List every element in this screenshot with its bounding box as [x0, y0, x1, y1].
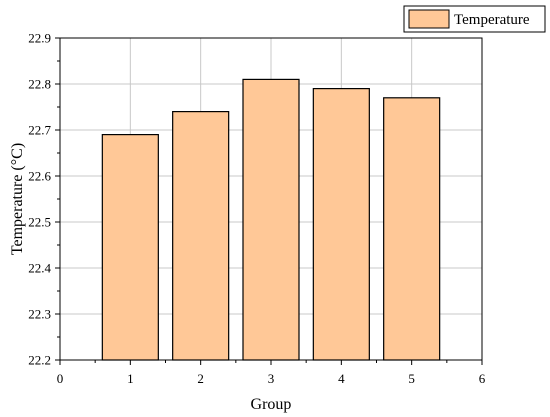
axis-ticks: [55, 37, 483, 365]
bar-group-2: [172, 110, 230, 361]
tick-labels: 0 1 2 3 4 5 6 22.2 22.3 22.4 22.5 22.6 22.7 22.8 22.9: [28, 31, 486, 387]
y-tick-label: 22.5: [28, 215, 51, 230]
x-tick-label: 5: [408, 371, 415, 386]
x-tick-label: 0: [57, 371, 64, 386]
x-axis-title: Group: [251, 396, 292, 413]
y-tick-label: 22.9: [28, 31, 51, 46]
x-tick-label: 3: [268, 371, 275, 386]
y-tick-label: 22.6: [28, 169, 51, 184]
y-axis-title: Temperature (°C): [9, 143, 26, 255]
bar-group-1: [101, 134, 159, 361]
legend-swatch: [408, 9, 450, 29]
x-tick-label: 4: [338, 371, 345, 386]
bar-group-3: [242, 78, 300, 361]
y-tick-label: 22.3: [28, 307, 51, 322]
y-tick-label: 22.7: [28, 123, 51, 138]
x-tick-label: 2: [197, 371, 204, 386]
x-tick-label: 1: [127, 371, 134, 386]
legend: Temperature: [403, 5, 546, 33]
legend-label: Temperature: [454, 12, 530, 28]
bar-group-5: [383, 97, 441, 361]
y-tick-label: 22.4: [28, 261, 51, 276]
bar-group-4: [312, 87, 370, 361]
y-tick-label: 22.8: [28, 77, 51, 92]
bars: [101, 78, 441, 361]
y-tick-label: 22.2: [28, 353, 51, 368]
x-tick-label: 6: [479, 371, 486, 386]
